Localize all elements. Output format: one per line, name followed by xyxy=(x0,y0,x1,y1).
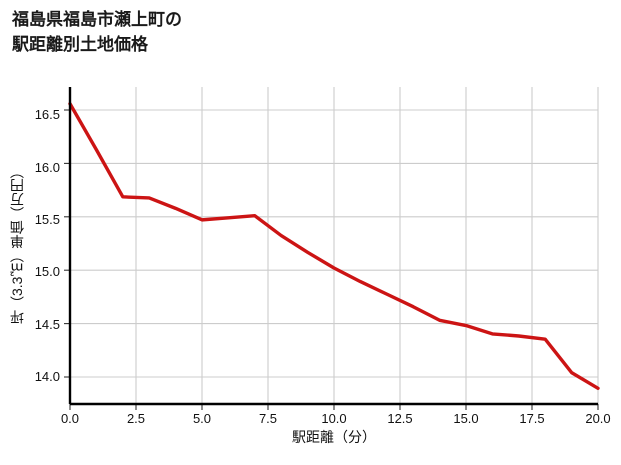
x-tick-label: 0.0 xyxy=(60,411,80,426)
y-tick-label: 14.5 xyxy=(34,316,60,332)
x-tick-label: 7.5 xyxy=(258,411,278,426)
x-tick-label: 5.0 xyxy=(192,411,212,426)
x-tick-label: 10.0 xyxy=(321,411,347,426)
grid-lines xyxy=(69,87,599,404)
page-title: 福島県福島市瀬上町の 駅距離別土地価格 xyxy=(12,8,432,57)
y-tick-label: 14.0 xyxy=(34,368,60,384)
x-tick-label: 17.5 xyxy=(519,411,545,426)
y-tick-label: 16.5 xyxy=(34,107,60,123)
x-axis-label: 駅距離（分） xyxy=(292,429,376,445)
tick-marks xyxy=(64,109,599,410)
y-tick-label: 16.0 xyxy=(34,159,60,175)
x-tick-label: 2.5 xyxy=(126,411,146,426)
title-line-1: 福島県福島市瀬上町の xyxy=(12,10,182,29)
axis-spines xyxy=(68,87,598,406)
data-series-line xyxy=(68,102,600,391)
x-tick-label: 12.5 xyxy=(387,411,413,426)
y-tick-label: 15.0 xyxy=(34,264,60,280)
y-axis-label: 坪（3.3㎡）単価（万円） xyxy=(9,164,25,324)
y-tick-label: 15.5 xyxy=(34,211,60,227)
x-tick-label: 15.0 xyxy=(453,411,479,426)
title-line-2: 駅距離別土地価格 xyxy=(12,34,148,54)
x-tick-label: 20.0 xyxy=(585,411,611,426)
